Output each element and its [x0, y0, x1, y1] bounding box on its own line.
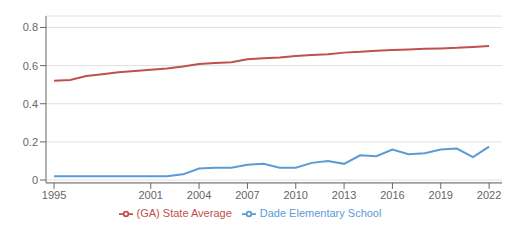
svg-text:2007: 2007 — [235, 189, 259, 201]
svg-text:1995: 1995 — [42, 189, 66, 201]
svg-text:2010: 2010 — [284, 189, 308, 201]
svg-text:0: 0 — [32, 174, 38, 186]
svg-text:2001: 2001 — [138, 189, 162, 201]
svg-text:2019: 2019 — [429, 189, 453, 201]
svg-text:0.4: 0.4 — [23, 98, 38, 110]
svg-text:2013: 2013 — [332, 189, 356, 201]
svg-text:0.8: 0.8 — [23, 21, 38, 33]
svg-text:0.6: 0.6 — [23, 60, 38, 72]
svg-text:2004: 2004 — [187, 189, 211, 201]
svg-text:2022: 2022 — [477, 189, 501, 201]
svg-text:2016: 2016 — [380, 189, 404, 201]
svg-text:0.2: 0.2 — [23, 136, 38, 148]
html-text:Dade Elementary School: Dade Elementary School — [259, 206, 382, 219]
html-text:(GA) State Average: (GA) State Average — [136, 206, 232, 219]
